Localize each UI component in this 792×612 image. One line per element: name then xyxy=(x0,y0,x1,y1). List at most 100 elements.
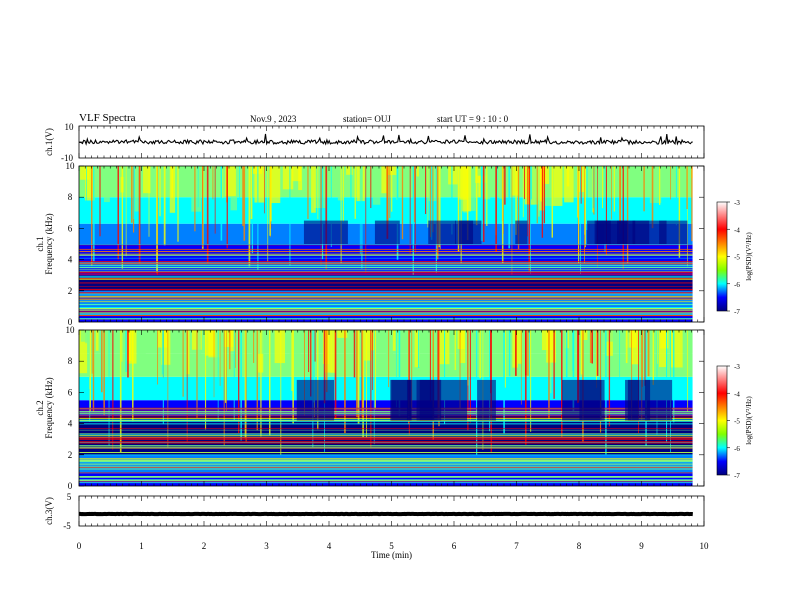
y-tick-label: 6 xyxy=(68,387,73,397)
colorbar-tick-label: -5 xyxy=(734,418,740,426)
colorbar-tick-label: -3 xyxy=(734,363,740,371)
colorbar-tick-label: -7 xyxy=(734,308,740,316)
y-tick-label: -5 xyxy=(63,521,71,531)
noise-patch xyxy=(215,330,224,368)
noise-patch xyxy=(381,166,389,194)
noise-patch xyxy=(225,166,236,197)
quiet-block xyxy=(391,379,412,421)
quiet-block xyxy=(627,379,639,421)
noise-patch xyxy=(103,166,110,203)
noise-patch xyxy=(324,330,332,373)
noise-patch xyxy=(462,166,472,212)
noise-patch xyxy=(109,166,119,192)
noise-patch xyxy=(314,166,326,209)
noise-patch xyxy=(649,166,662,203)
noise-patch xyxy=(529,166,539,204)
noise-patch xyxy=(79,330,88,374)
quiet-block xyxy=(617,220,650,244)
noise-patch xyxy=(687,330,692,366)
colorbar-tick-label: -3 xyxy=(734,199,740,207)
noise-patch xyxy=(553,166,563,206)
y-axis-label: Frequency (kHz) xyxy=(44,213,54,274)
y-tick-label: 0 xyxy=(68,481,73,491)
no-data-area xyxy=(692,166,704,322)
noise-patch xyxy=(346,330,357,352)
ch1-colorbar: -3 -4 -5 -6 -7 log(PSD)(V²/Hz) xyxy=(716,199,753,316)
noise-patch xyxy=(237,330,243,360)
noise-patch xyxy=(118,166,131,177)
noise-patch xyxy=(337,330,349,338)
noise-patch xyxy=(556,330,560,374)
quiet-block xyxy=(428,220,456,244)
ch1-waveform-panel: 10 -10 ch.1(V) xyxy=(44,122,705,163)
noise-patch xyxy=(467,166,476,211)
y-axis-label: Frequency (kHz) xyxy=(44,377,54,438)
y-tick-label: 2 xyxy=(68,450,73,460)
noise-patch xyxy=(385,330,394,365)
noise-patch xyxy=(191,166,201,212)
noise-patch xyxy=(346,166,353,175)
noise-patch xyxy=(544,166,555,206)
quiet-block xyxy=(579,379,602,421)
noise-patch xyxy=(137,330,146,354)
x-tick-label: 4 xyxy=(327,541,332,551)
quiet-block xyxy=(515,220,528,244)
noise-patch xyxy=(490,330,502,349)
noise-patch xyxy=(460,330,466,364)
noise-patch xyxy=(95,330,99,351)
noise-patch xyxy=(292,166,301,182)
colorbar-tick-label: -4 xyxy=(734,390,740,398)
quiet-block xyxy=(374,220,400,244)
y-tick-label: -10 xyxy=(61,153,73,163)
x-tick-label: 1 xyxy=(139,541,144,551)
y-tick-label: 8 xyxy=(68,356,73,366)
noise-patch xyxy=(127,330,137,364)
colorbar-tick-label: -6 xyxy=(734,445,740,453)
noise-patch xyxy=(270,166,281,204)
header-date: Nov.9 , 2023 xyxy=(250,114,297,124)
noise-patch xyxy=(499,166,504,199)
x-axis-label: Time (min) xyxy=(371,550,412,560)
x-tick-label: 5 xyxy=(389,541,394,551)
noise-patch xyxy=(680,166,690,188)
noise-patch xyxy=(133,166,139,212)
noise-patch xyxy=(85,330,94,344)
ch2-spectrogram-panel: 0 2 4 6 8 10 ch.2 Frequency (kHz) xyxy=(35,325,705,491)
y-tick-label: 10 xyxy=(65,122,75,132)
quiet-block xyxy=(659,220,688,244)
noise-patch xyxy=(157,330,168,348)
colorbar-scale xyxy=(716,201,728,312)
ch2-colorbar: -3 -4 -5 -6 -7 log(PSD)(V²/Hz) xyxy=(716,363,753,480)
noise-patch xyxy=(80,166,90,180)
noise-patch xyxy=(372,166,381,205)
colorbar-tick-label: -5 xyxy=(734,254,740,262)
noise-patch xyxy=(625,330,630,364)
noise-patch xyxy=(126,330,132,361)
y-tick-label: 10 xyxy=(66,161,76,171)
noise-patch xyxy=(542,166,550,185)
colorbar-tick-label: -7 xyxy=(734,472,740,480)
noise-patch xyxy=(330,330,337,373)
ch1-spectrogram-panel: 0 2 4 6 8 10 ch.1 Frequency (kHz) xyxy=(35,161,705,327)
frequency-band xyxy=(79,244,693,276)
no-data-area xyxy=(692,330,704,486)
noise-patch xyxy=(229,330,235,352)
x-tick-label: 0 xyxy=(77,541,82,551)
channel-label: ch.1 xyxy=(35,236,45,251)
x-tick-label: 7 xyxy=(514,541,519,551)
noise-patch xyxy=(104,330,109,377)
noise-patch xyxy=(538,166,542,200)
noise-patch xyxy=(414,330,420,368)
noise-patch xyxy=(151,330,161,339)
noise-patch xyxy=(282,166,294,190)
y-tick-label: 10 xyxy=(66,325,76,335)
noise-patch xyxy=(578,166,586,193)
noise-patch xyxy=(660,330,669,349)
header-start-time: start UT = 9 : 10 : 0 xyxy=(437,114,509,124)
noise-patch xyxy=(186,330,190,375)
frequency-band xyxy=(79,353,693,377)
y-tick-label: 4 xyxy=(68,419,73,429)
noise-patch xyxy=(311,166,316,213)
ch3-waveform-panel: 5 -5 ch.3(V) xyxy=(44,492,705,531)
noise-patch xyxy=(196,330,201,375)
